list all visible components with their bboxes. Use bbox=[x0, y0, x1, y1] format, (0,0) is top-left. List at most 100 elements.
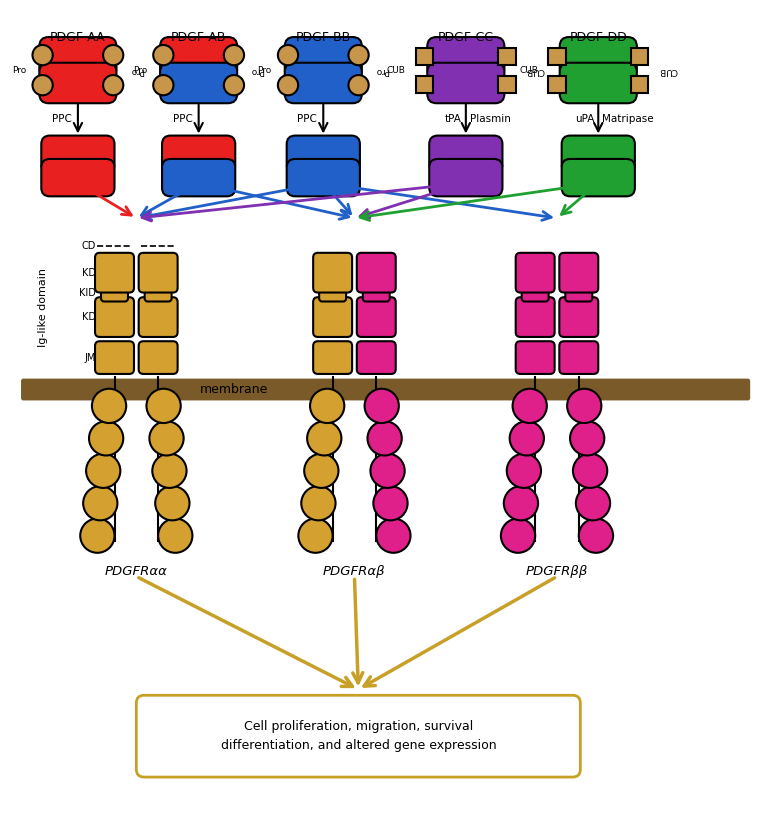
Circle shape bbox=[504, 486, 538, 520]
Circle shape bbox=[301, 486, 336, 520]
Text: PDGF-DD: PDGF-DD bbox=[569, 31, 627, 44]
Circle shape bbox=[33, 45, 53, 65]
Text: Pro: Pro bbox=[250, 65, 264, 74]
FancyBboxPatch shape bbox=[357, 341, 396, 374]
Text: PDGF-CC: PDGF-CC bbox=[438, 31, 494, 44]
Text: PDGF-BB: PDGF-BB bbox=[296, 31, 351, 44]
FancyBboxPatch shape bbox=[101, 284, 128, 302]
FancyBboxPatch shape bbox=[41, 159, 115, 196]
Circle shape bbox=[373, 486, 407, 520]
FancyBboxPatch shape bbox=[136, 695, 580, 777]
Text: Matripase: Matripase bbox=[602, 114, 654, 124]
Circle shape bbox=[365, 389, 399, 423]
Text: Pro: Pro bbox=[133, 65, 147, 74]
FancyBboxPatch shape bbox=[139, 297, 178, 337]
Text: PPC: PPC bbox=[297, 114, 317, 124]
Text: CUB: CUB bbox=[526, 65, 545, 74]
Circle shape bbox=[158, 519, 192, 553]
FancyBboxPatch shape bbox=[95, 297, 134, 337]
FancyBboxPatch shape bbox=[160, 37, 237, 78]
FancyBboxPatch shape bbox=[559, 297, 598, 337]
Circle shape bbox=[224, 75, 244, 95]
Circle shape bbox=[298, 519, 333, 553]
Bar bbox=[499, 47, 516, 65]
Circle shape bbox=[576, 486, 610, 520]
Circle shape bbox=[80, 519, 115, 553]
FancyBboxPatch shape bbox=[40, 63, 117, 103]
Circle shape bbox=[570, 421, 605, 456]
Circle shape bbox=[278, 45, 298, 65]
Text: Pro: Pro bbox=[375, 65, 389, 74]
Circle shape bbox=[278, 75, 298, 95]
Text: tPA: tPA bbox=[445, 114, 462, 124]
Text: Pro: Pro bbox=[258, 65, 272, 74]
Circle shape bbox=[501, 519, 535, 553]
Bar bbox=[548, 47, 566, 65]
Circle shape bbox=[513, 389, 547, 423]
FancyBboxPatch shape bbox=[427, 63, 505, 103]
Circle shape bbox=[152, 454, 187, 488]
Circle shape bbox=[103, 75, 123, 95]
FancyBboxPatch shape bbox=[145, 284, 171, 302]
Text: PDGFRαα: PDGFRαα bbox=[105, 564, 167, 578]
Circle shape bbox=[150, 421, 184, 456]
FancyBboxPatch shape bbox=[41, 136, 115, 173]
FancyBboxPatch shape bbox=[516, 253, 555, 293]
Circle shape bbox=[506, 454, 541, 488]
Text: CUB: CUB bbox=[520, 65, 538, 74]
FancyBboxPatch shape bbox=[162, 159, 235, 196]
Circle shape bbox=[153, 45, 174, 65]
FancyBboxPatch shape bbox=[319, 284, 346, 302]
Circle shape bbox=[103, 45, 123, 65]
FancyBboxPatch shape bbox=[559, 341, 598, 374]
Circle shape bbox=[509, 421, 544, 456]
Circle shape bbox=[310, 389, 344, 423]
FancyBboxPatch shape bbox=[160, 63, 237, 103]
Circle shape bbox=[86, 454, 120, 488]
Bar bbox=[631, 47, 648, 65]
FancyBboxPatch shape bbox=[313, 341, 352, 374]
FancyBboxPatch shape bbox=[429, 136, 502, 173]
Text: CD: CD bbox=[82, 240, 96, 251]
Circle shape bbox=[368, 421, 402, 456]
FancyBboxPatch shape bbox=[21, 379, 750, 401]
Circle shape bbox=[155, 486, 189, 520]
FancyBboxPatch shape bbox=[313, 253, 352, 293]
Text: uPA: uPA bbox=[575, 114, 594, 124]
Circle shape bbox=[153, 75, 174, 95]
Text: JM: JM bbox=[84, 353, 96, 362]
Text: PDGFRαβ: PDGFRαβ bbox=[323, 564, 386, 578]
Text: PDGF-AA: PDGF-AA bbox=[50, 31, 106, 44]
FancyBboxPatch shape bbox=[287, 159, 360, 196]
FancyBboxPatch shape bbox=[562, 159, 635, 196]
FancyBboxPatch shape bbox=[516, 297, 555, 337]
FancyBboxPatch shape bbox=[139, 253, 178, 293]
Circle shape bbox=[224, 45, 244, 65]
FancyBboxPatch shape bbox=[95, 341, 134, 374]
Circle shape bbox=[83, 486, 118, 520]
FancyBboxPatch shape bbox=[559, 253, 598, 293]
FancyBboxPatch shape bbox=[559, 63, 636, 103]
FancyBboxPatch shape bbox=[363, 284, 390, 302]
FancyBboxPatch shape bbox=[287, 136, 360, 173]
FancyBboxPatch shape bbox=[357, 253, 396, 293]
Text: Cell proliferation, migration, survival: Cell proliferation, migration, survival bbox=[244, 721, 473, 733]
Circle shape bbox=[146, 389, 181, 423]
Circle shape bbox=[348, 75, 368, 95]
Circle shape bbox=[89, 421, 123, 456]
FancyBboxPatch shape bbox=[313, 297, 352, 337]
Circle shape bbox=[573, 454, 608, 488]
Bar bbox=[631, 75, 648, 92]
FancyBboxPatch shape bbox=[427, 37, 505, 78]
Text: CUB: CUB bbox=[387, 65, 406, 74]
Text: PPC: PPC bbox=[51, 114, 72, 124]
Text: Pro: Pro bbox=[12, 65, 26, 74]
FancyBboxPatch shape bbox=[284, 37, 361, 78]
Bar bbox=[548, 75, 566, 92]
Text: Plasmin: Plasmin bbox=[470, 114, 510, 124]
Text: differentiation, and altered gene expression: differentiation, and altered gene expres… bbox=[220, 739, 496, 752]
Circle shape bbox=[92, 389, 126, 423]
FancyBboxPatch shape bbox=[516, 341, 555, 374]
FancyBboxPatch shape bbox=[559, 37, 636, 78]
Bar bbox=[416, 47, 433, 65]
